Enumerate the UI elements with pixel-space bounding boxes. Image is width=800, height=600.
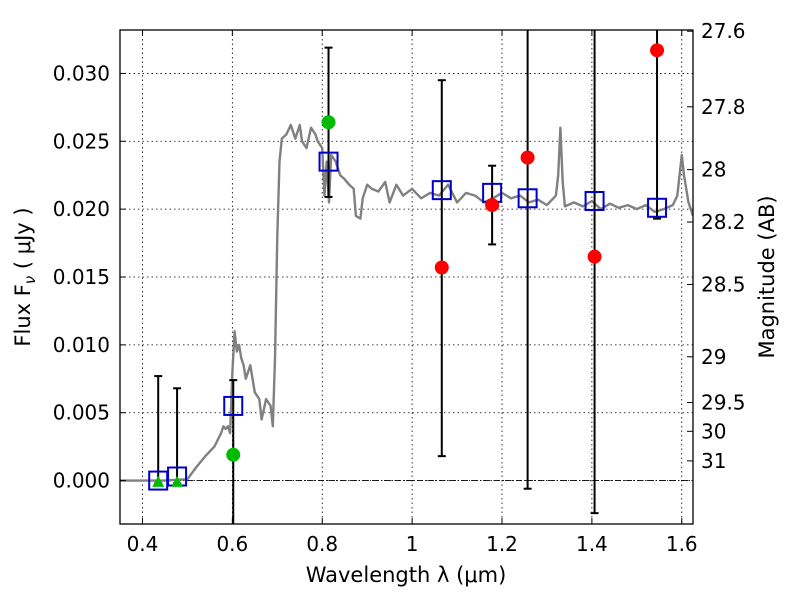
model-band-square bbox=[318, 151, 339, 172]
observed-flux-ir-point bbox=[587, 249, 602, 264]
right-tick-label: 29.5 bbox=[701, 391, 746, 415]
x-tick-label: 0.4 bbox=[127, 532, 159, 556]
model-spectrum-group bbox=[120, 123, 693, 482]
right-tick-label: 27.6 bbox=[701, 19, 746, 43]
x-tick-labels: 0.4 0.6 0.8 1 1.2 1.4 1.6 bbox=[127, 532, 698, 556]
y-tick-label: 0.005 bbox=[53, 401, 110, 425]
observed-flux-ir-point bbox=[485, 198, 500, 213]
model-band-square bbox=[584, 191, 605, 211]
right-tick-label: 27.8 bbox=[701, 95, 746, 119]
y-tick-labels: 0.000 0.005 0.010 0.015 0.020 0.025 0.030 bbox=[53, 61, 110, 492]
y-tick-label: 0.010 bbox=[53, 333, 110, 357]
model-band-square bbox=[223, 395, 244, 416]
observed-flux-ir-point bbox=[520, 150, 535, 165]
x-axis-label: Wavelength λ (μm) bbox=[306, 563, 507, 587]
y-tick-label: 0.020 bbox=[53, 197, 110, 221]
right-tick-label: 28.2 bbox=[701, 210, 746, 234]
model-band-square bbox=[647, 197, 668, 218]
right-axis-label: Magnitude (AB) bbox=[755, 195, 779, 358]
right-tick-label: 30 bbox=[701, 419, 726, 443]
x-tick-label: 0.6 bbox=[216, 532, 248, 556]
observed-flux-ir-point bbox=[650, 43, 665, 58]
right-tick-label: 28 bbox=[701, 158, 726, 182]
y-axis-label: Flux Fν ( μJy ) bbox=[11, 207, 39, 346]
x-tick-label: 0.8 bbox=[306, 532, 338, 556]
right-tick-labels: 27.6 27.8 28 28.2 28.5 29 29.5 30 31 bbox=[701, 19, 746, 473]
model-band-square bbox=[431, 180, 452, 201]
model-band-square bbox=[517, 188, 538, 209]
observed-flux-bands-point bbox=[321, 115, 336, 130]
x-tick-label: 1.4 bbox=[576, 532, 608, 556]
model-spectrum-line bbox=[120, 123, 693, 482]
y-axis-label-units: ( μJy ) bbox=[11, 207, 35, 275]
observed-flux-bands-point bbox=[226, 447, 241, 462]
y-tick-label: 0.015 bbox=[53, 265, 110, 289]
upper-limit-triangle bbox=[152, 475, 165, 487]
observed-flux-ir-point bbox=[434, 260, 449, 275]
right-tick-label: 29 bbox=[701, 345, 726, 369]
y-tick-label: 0.025 bbox=[53, 129, 110, 153]
y-axis-label-main: Flux F bbox=[11, 284, 35, 346]
right-tick-label: 28.5 bbox=[701, 272, 746, 296]
x-tick-label: 1 bbox=[406, 532, 419, 556]
axis-ticks bbox=[120, 30, 693, 524]
data-markers bbox=[148, 43, 668, 491]
plot-area bbox=[120, 30, 693, 524]
right-tick-label: 31 bbox=[701, 449, 726, 473]
y-tick-label: 0.030 bbox=[53, 61, 110, 85]
y-tick-label: 0.000 bbox=[53, 469, 110, 493]
y-axis-label-subscript: ν bbox=[21, 276, 39, 284]
x-tick-label: 1.6 bbox=[666, 532, 698, 556]
upper-limit-triangle bbox=[171, 475, 184, 487]
x-tick-label: 1.2 bbox=[486, 532, 518, 556]
